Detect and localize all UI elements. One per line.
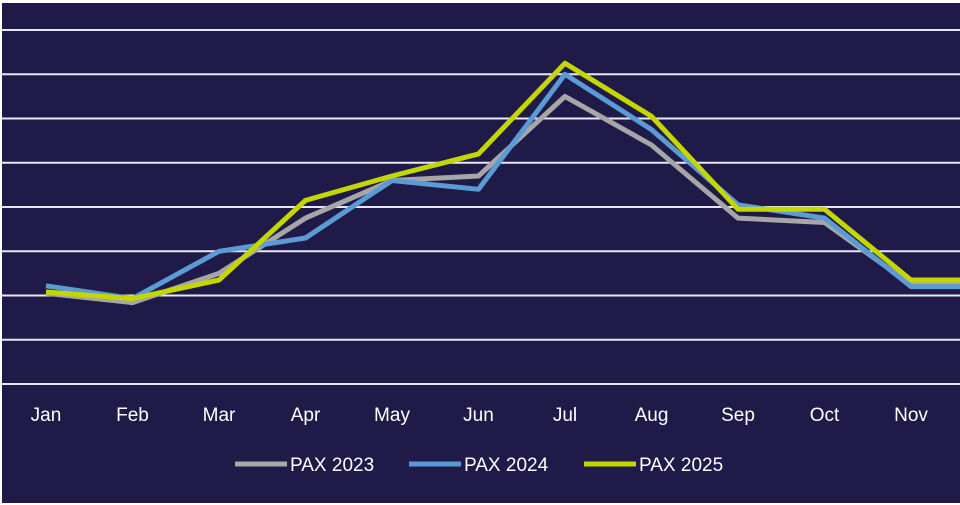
legend-item: PAX 2023 [235,455,374,476]
series-line-pax-2024 [45,71,960,302]
chart-frame: JanFebMarAprMayJunJulAugSepOctNovDec PAX… [2,3,960,503]
x-tick-label: Oct [810,405,840,426]
x-tick-label: Sep [721,405,755,426]
legend-label: PAX 2025 [639,455,723,476]
legend: PAX 2023 PAX 2024 PAX 2025 [235,455,723,476]
legend-item: PAX 2025 [584,455,723,476]
legend-label: PAX 2023 [290,455,374,476]
x-tick-label: Feb [116,405,149,426]
x-tick-label: Mar [203,405,236,426]
series-lines [45,60,960,306]
gridlines [2,29,960,385]
x-tick-label: May [374,405,410,426]
line-chart: JanFebMarAprMayJunJulAugSepOctNovDec PAX… [2,29,960,476]
x-tick-label: Jan [31,405,62,426]
legend-label: PAX 2024 [464,455,549,476]
x-tick-label: Apr [291,405,321,426]
series-line-pax-2025 [45,60,960,302]
x-axis-tick-labels: JanFebMarAprMayJunJulAugSepOctNovDec [31,405,929,426]
series-line-pax-2023 [45,93,960,306]
x-tick-label: Nov [894,405,928,426]
x-tick-label: Jun [463,405,494,426]
legend-item: PAX 2024 [409,455,549,476]
x-tick-label: Jul [553,405,577,426]
x-tick-label: Aug [635,405,669,426]
